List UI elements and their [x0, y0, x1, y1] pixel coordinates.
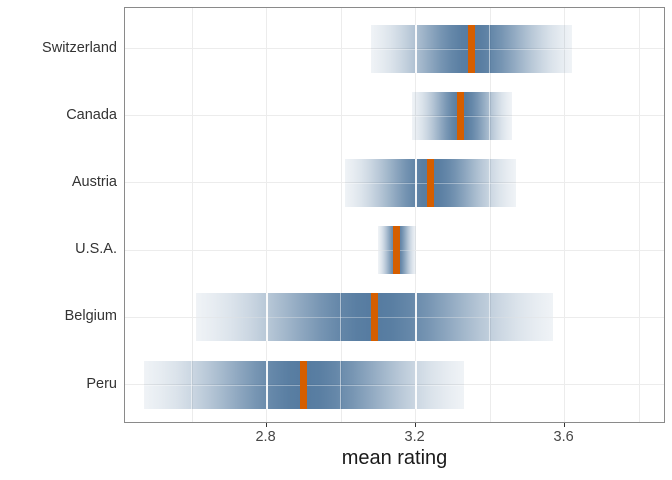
gridline-overlay	[191, 360, 193, 409]
gridline-overlay	[340, 360, 342, 409]
x-tick-label: 3.6	[553, 429, 574, 445]
mean-marker	[371, 293, 379, 342]
y-axis-label: Austria	[71, 173, 117, 190]
x-tick-mark	[265, 423, 267, 427]
x-axis: 2.8 3.2 3.6	[124, 423, 665, 453]
y-gridline	[125, 115, 664, 117]
gridline-overlay	[340, 293, 342, 342]
x-gridline	[564, 8, 566, 422]
y-axis-label: U.S.A.	[75, 241, 117, 258]
mean-marker	[393, 226, 401, 275]
mean-marker	[300, 360, 308, 409]
gridline-overlay	[414, 293, 417, 342]
x-axis-title: mean rating	[341, 447, 448, 469]
gridline-overlay	[414, 24, 417, 73]
x-gridline	[415, 8, 417, 422]
mean-marker	[427, 158, 435, 207]
x-tick-label: 3.2	[404, 429, 425, 445]
gridline-overlay	[414, 158, 417, 207]
x-tick-label: 2.8	[255, 429, 276, 445]
gridline-overlay	[489, 293, 491, 342]
mean-marker	[468, 24, 475, 73]
x-gridline	[266, 8, 268, 422]
gridline-overlay	[414, 360, 417, 409]
x-gridline	[638, 8, 640, 422]
y-axis-label: Canada	[66, 106, 117, 123]
gridline-overlay	[265, 293, 268, 342]
gridline-overlay	[489, 158, 491, 207]
y-axis-label: Switzerland	[42, 39, 117, 56]
x-tick-mark	[414, 423, 416, 427]
x-gridline	[489, 8, 491, 422]
x-tick-mark	[563, 423, 565, 427]
plot-panel	[124, 7, 665, 423]
mean-marker	[456, 91, 464, 140]
x-gridline	[191, 8, 193, 422]
y-axis-label: Peru	[86, 375, 117, 392]
gridline-overlay	[265, 360, 268, 409]
gridline-overlay	[489, 91, 491, 140]
x-gridline	[340, 8, 342, 422]
gridline-overlay	[489, 24, 491, 73]
y-axis-label: Belgium	[64, 308, 117, 325]
